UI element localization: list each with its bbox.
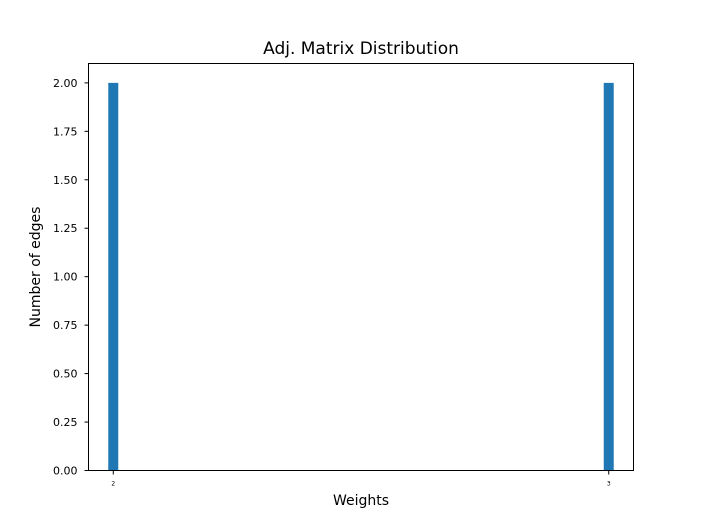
x-axis-label: Weights [333,493,389,509]
y-tick-label-3: 0.75 [53,319,78,332]
y-tick-label-2: 0.50 [53,368,78,381]
bar-0 [108,82,119,471]
y-tick-label-7: 1.75 [53,125,78,138]
y-tick-label-4: 1.00 [53,271,78,284]
y-tick-label-8: 2.00 [53,77,78,90]
chart-title: Adj. Matrix Distribution [263,39,459,59]
plot-frame [88,63,634,471]
y-tick-label-5: 1.25 [53,222,78,235]
y-axis-ticks: 0.00 0.25 0.50 0.75 1.00 1.25 1.50 1.75 2.00 [53,77,89,478]
bar-1 [603,82,614,471]
y-tick-label-0: 0.00 [53,465,78,478]
y-tick-label-6: 1.50 [53,174,78,187]
y-tick-label-1: 0.25 [53,416,78,429]
bars-group [108,82,614,471]
y-axis-label: Number of edges [28,207,44,328]
x-tick-label-0: 2 [111,481,115,488]
x-tick-label-1: 3 [607,481,611,488]
